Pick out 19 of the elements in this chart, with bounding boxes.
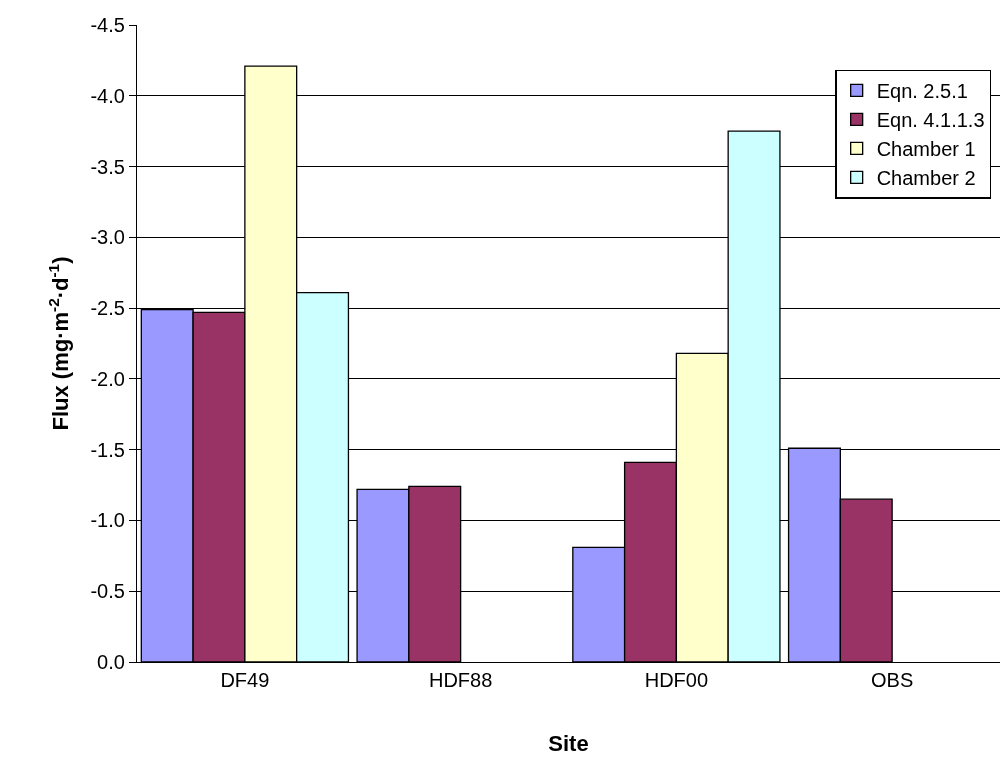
x-tick-label: OBS [871,669,914,692]
y-tick-label: 0.0 [97,651,125,673]
y-tick-label: -4.0 [90,84,125,107]
y-tick-label: -2.5 [90,297,125,320]
y-tick-label: -4.5 [90,14,125,36]
legend-label: Chamber 1 [876,138,976,161]
legend-label: Chamber 2 [876,167,976,190]
x-axis-title: Site [548,731,589,757]
legend-label: Eqn. 2.5.1 [876,80,968,103]
y-tick-label: -3.0 [90,226,125,249]
legend-label: Eqn. 4.1.1.3 [876,109,985,132]
x-tick-label: DF49 [220,669,270,692]
x-tick-label: HDF88 [428,669,493,692]
y-tick-label: -3.5 [90,155,125,178]
x-tick-label: HDF00 [644,669,709,692]
y-tick-label: -1.5 [90,438,125,461]
y-tick-label: -2.0 [90,367,125,390]
y-tick-label: -1.0 [90,509,125,532]
y-tick-label: -0.5 [90,580,125,603]
